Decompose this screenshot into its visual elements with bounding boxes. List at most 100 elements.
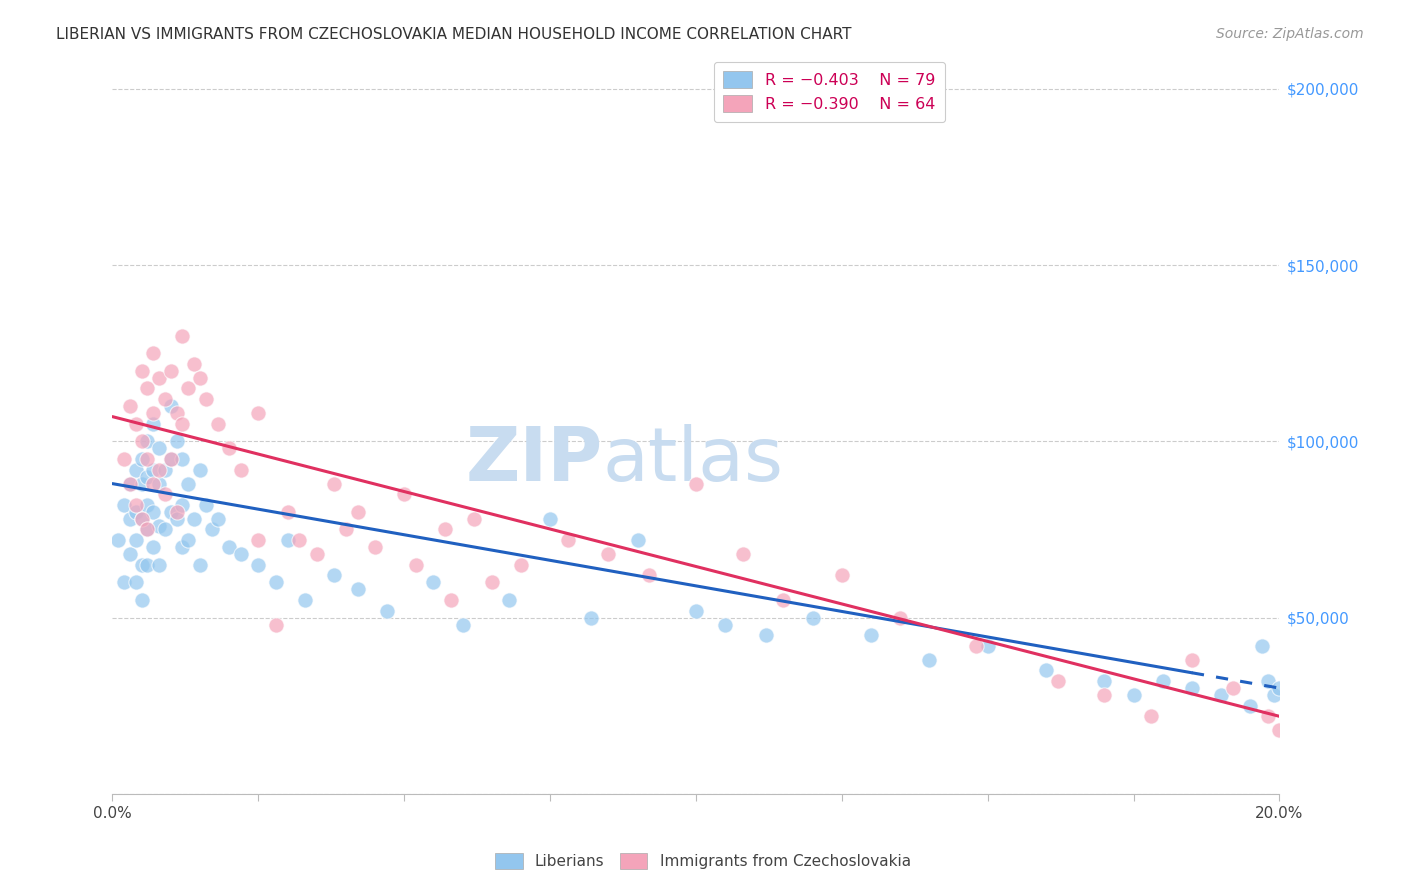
Point: [305, 547, 328, 561]
Point: [1268, 681, 1291, 695]
Point: [183, 512, 205, 526]
Point: [148, 462, 170, 476]
Point: [148, 519, 170, 533]
Point: [172, 328, 194, 343]
Point: [148, 558, 170, 572]
Point: [375, 603, 398, 617]
Point: [153, 392, 176, 406]
Point: [481, 575, 503, 590]
Point: [229, 462, 252, 476]
Point: [160, 505, 183, 519]
Point: [172, 417, 194, 431]
Point: [131, 512, 153, 526]
Point: [323, 568, 346, 582]
Point: [207, 417, 229, 431]
Point: [1222, 681, 1244, 695]
Point: [172, 498, 194, 512]
Point: [136, 381, 159, 395]
Point: [1152, 674, 1174, 689]
Point: [323, 476, 346, 491]
Point: [118, 476, 141, 491]
Point: [142, 406, 165, 420]
Point: [188, 371, 211, 385]
Point: [859, 628, 883, 642]
Point: [131, 452, 153, 467]
Point: [188, 462, 211, 476]
Point: [498, 593, 520, 607]
Point: [194, 498, 217, 512]
Point: [118, 476, 141, 491]
Point: [626, 533, 648, 547]
Point: [889, 610, 911, 624]
Point: [201, 523, 224, 537]
Point: [335, 523, 357, 537]
Point: [976, 639, 998, 653]
Point: [183, 357, 205, 371]
Point: [177, 476, 200, 491]
Point: [125, 417, 148, 431]
Point: [160, 452, 183, 467]
Point: [136, 523, 159, 537]
Point: [136, 558, 159, 572]
Point: [1181, 653, 1204, 667]
Point: [1268, 723, 1291, 738]
Point: [177, 533, 200, 547]
Point: [294, 593, 316, 607]
Point: [142, 417, 165, 431]
Point: [638, 568, 661, 582]
Point: [1251, 639, 1274, 653]
Point: [166, 505, 188, 519]
Point: [166, 512, 188, 526]
Point: [685, 476, 707, 491]
Point: [177, 381, 200, 395]
Point: [1046, 674, 1069, 689]
Point: [142, 476, 165, 491]
Point: [276, 533, 298, 547]
Point: [463, 512, 485, 526]
Point: [1239, 698, 1261, 713]
Point: [125, 505, 148, 519]
Point: [276, 505, 298, 519]
Point: [229, 547, 252, 561]
Point: [160, 364, 183, 378]
Point: [207, 512, 229, 526]
Point: [148, 442, 170, 456]
Point: [153, 487, 176, 501]
Point: [1209, 688, 1232, 702]
Point: [136, 523, 159, 537]
Point: [264, 575, 287, 590]
Point: [1092, 688, 1115, 702]
Point: [125, 533, 148, 547]
Point: [131, 558, 153, 572]
Point: [194, 392, 217, 406]
Point: [218, 442, 240, 456]
Point: [1122, 688, 1144, 702]
Point: [451, 617, 474, 632]
Point: [579, 610, 602, 624]
Point: [218, 540, 240, 554]
Point: [346, 582, 368, 597]
Point: [405, 558, 427, 572]
Point: [148, 371, 170, 385]
Point: [440, 593, 463, 607]
Point: [434, 523, 457, 537]
Legend: R = −0.403    N = 79, R = −0.390    N = 64: R = −0.403 N = 79, R = −0.390 N = 64: [714, 62, 945, 122]
Point: [142, 505, 165, 519]
Point: [160, 399, 183, 413]
Text: atlas: atlas: [603, 425, 783, 497]
Point: [172, 540, 194, 554]
Point: [153, 523, 176, 537]
Point: [142, 346, 165, 360]
Text: ZIP: ZIP: [465, 425, 603, 497]
Point: [264, 617, 287, 632]
Point: [125, 462, 148, 476]
Point: [685, 603, 707, 617]
Point: [142, 540, 165, 554]
Point: [131, 593, 153, 607]
Point: [346, 505, 368, 519]
Point: [509, 558, 531, 572]
Point: [166, 434, 188, 449]
Point: [160, 452, 183, 467]
Point: [772, 593, 794, 607]
Point: [1257, 709, 1279, 723]
